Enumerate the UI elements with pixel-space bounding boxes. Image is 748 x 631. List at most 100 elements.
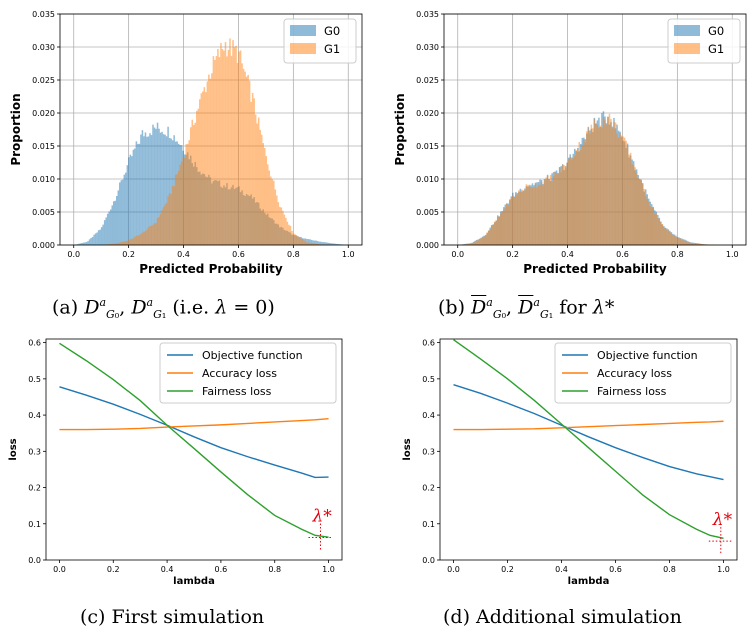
x-tick-label: 0.6 — [232, 250, 245, 259]
hist-bar — [316, 241, 319, 245]
hist-bar — [480, 238, 482, 245]
hist-bar — [690, 243, 692, 245]
hist-bar — [533, 187, 535, 245]
hist-bar — [304, 241, 307, 245]
x-tick-label: 1.0 — [322, 565, 335, 574]
hist-bar — [596, 124, 599, 245]
hist-bar — [183, 157, 186, 245]
legend-label: G1 — [708, 42, 724, 56]
x-tick-label: 0.0 — [451, 250, 464, 259]
y-axis-label: Proportion — [393, 93, 407, 165]
hist-bar — [155, 128, 157, 245]
hist-bar — [294, 234, 296, 245]
hist-bar — [561, 164, 564, 245]
hist-bar — [492, 224, 494, 245]
hist-bar — [253, 98, 255, 246]
x-tick-label: 0.0 — [53, 565, 66, 574]
hist-bar — [168, 138, 171, 245]
hist-bar — [90, 237, 92, 245]
caption-d: (d) Additional simulation — [443, 606, 682, 628]
y-tick-label: 0.4 — [28, 411, 41, 420]
y-tick-label: 0.030 — [32, 43, 55, 52]
hist-bar — [270, 176, 272, 245]
hist-bar — [292, 233, 295, 245]
y-tick-label: 0.030 — [416, 43, 439, 52]
hist-bar — [186, 143, 189, 245]
hist-bar — [666, 229, 668, 245]
hist-bar — [640, 179, 642, 245]
legend-label: G0 — [324, 24, 340, 38]
hist-bar — [478, 239, 481, 245]
y-tick-label: 0.2 — [28, 484, 41, 493]
hist-bar — [117, 242, 120, 245]
hist-bar — [298, 237, 301, 245]
hist-bar — [128, 157, 130, 245]
hist-bar — [489, 228, 491, 245]
y-tick-label: 0.025 — [416, 76, 439, 85]
hist-bar — [325, 242, 328, 245]
hist-bar — [575, 150, 578, 245]
hist-bar — [693, 243, 695, 245]
hist-bar — [602, 116, 605, 245]
plot-frame — [443, 13, 747, 246]
y-axis-label: loss — [402, 438, 413, 460]
hist-bar — [548, 179, 550, 245]
x-tick-label: 0.6 — [215, 565, 228, 574]
hist-bar — [248, 80, 251, 245]
hist-bar — [581, 145, 584, 245]
hist-bar — [230, 55, 233, 245]
hist-bar — [116, 243, 118, 245]
hist-bar — [279, 206, 281, 245]
hist-bar — [663, 226, 665, 245]
hist-bar — [152, 124, 154, 245]
hist-bar — [245, 76, 248, 246]
hist-bar — [552, 175, 555, 245]
hist-bar — [569, 156, 571, 245]
hist-bar — [171, 186, 174, 245]
hist-bar — [638, 179, 641, 245]
hist-bar — [87, 241, 89, 245]
hist-bar — [251, 92, 254, 246]
hist-bar — [318, 244, 320, 245]
hist-bar — [303, 240, 305, 245]
y-tick-label: 0.6 — [422, 339, 435, 348]
hist-bar — [610, 119, 612, 245]
hist-bar — [546, 175, 549, 245]
hist-bar — [472, 242, 475, 245]
hist-bar — [126, 240, 129, 245]
series-G1 — [100, 38, 335, 246]
hist-bar — [527, 185, 529, 245]
hist-bar — [661, 224, 664, 245]
hist-bar — [537, 184, 540, 245]
hist-bar — [681, 239, 683, 245]
hist-bar — [620, 135, 623, 245]
hist-bar — [613, 122, 615, 245]
hist-bar — [577, 152, 579, 245]
legend-swatch — [290, 25, 316, 36]
hist-bar — [549, 174, 552, 245]
hist-bar — [590, 124, 593, 245]
plot-frame — [59, 13, 363, 246]
caption-b-tag: (b) — [438, 296, 472, 319]
hist-bar — [161, 209, 163, 245]
hist-bar — [595, 123, 597, 245]
hist-bar — [167, 196, 169, 245]
plot-frame — [45, 338, 343, 561]
chart-a: 0.0 0.2 0.4 0.6 0.8 1.0 0.000 0.005 0.010 0.015 0.… — [9, 10, 363, 276]
hist-bar — [97, 230, 100, 245]
hist-bar — [678, 238, 680, 245]
hist-bar — [125, 241, 127, 245]
x-tick-label: 0.8 — [671, 250, 684, 259]
hist-bar — [227, 49, 230, 246]
hist-bar — [631, 164, 633, 245]
x-tick-label: 0.2 — [501, 565, 514, 574]
hist-bar — [167, 126, 169, 245]
x-tick-label: 0.8 — [268, 565, 281, 574]
hist-bar — [112, 243, 115, 245]
hist-bar — [135, 235, 138, 245]
x-tick-label: 0.0 — [447, 565, 460, 574]
hist-bar — [112, 201, 115, 245]
hist-bar — [274, 189, 277, 245]
hist-bar — [202, 91, 204, 245]
